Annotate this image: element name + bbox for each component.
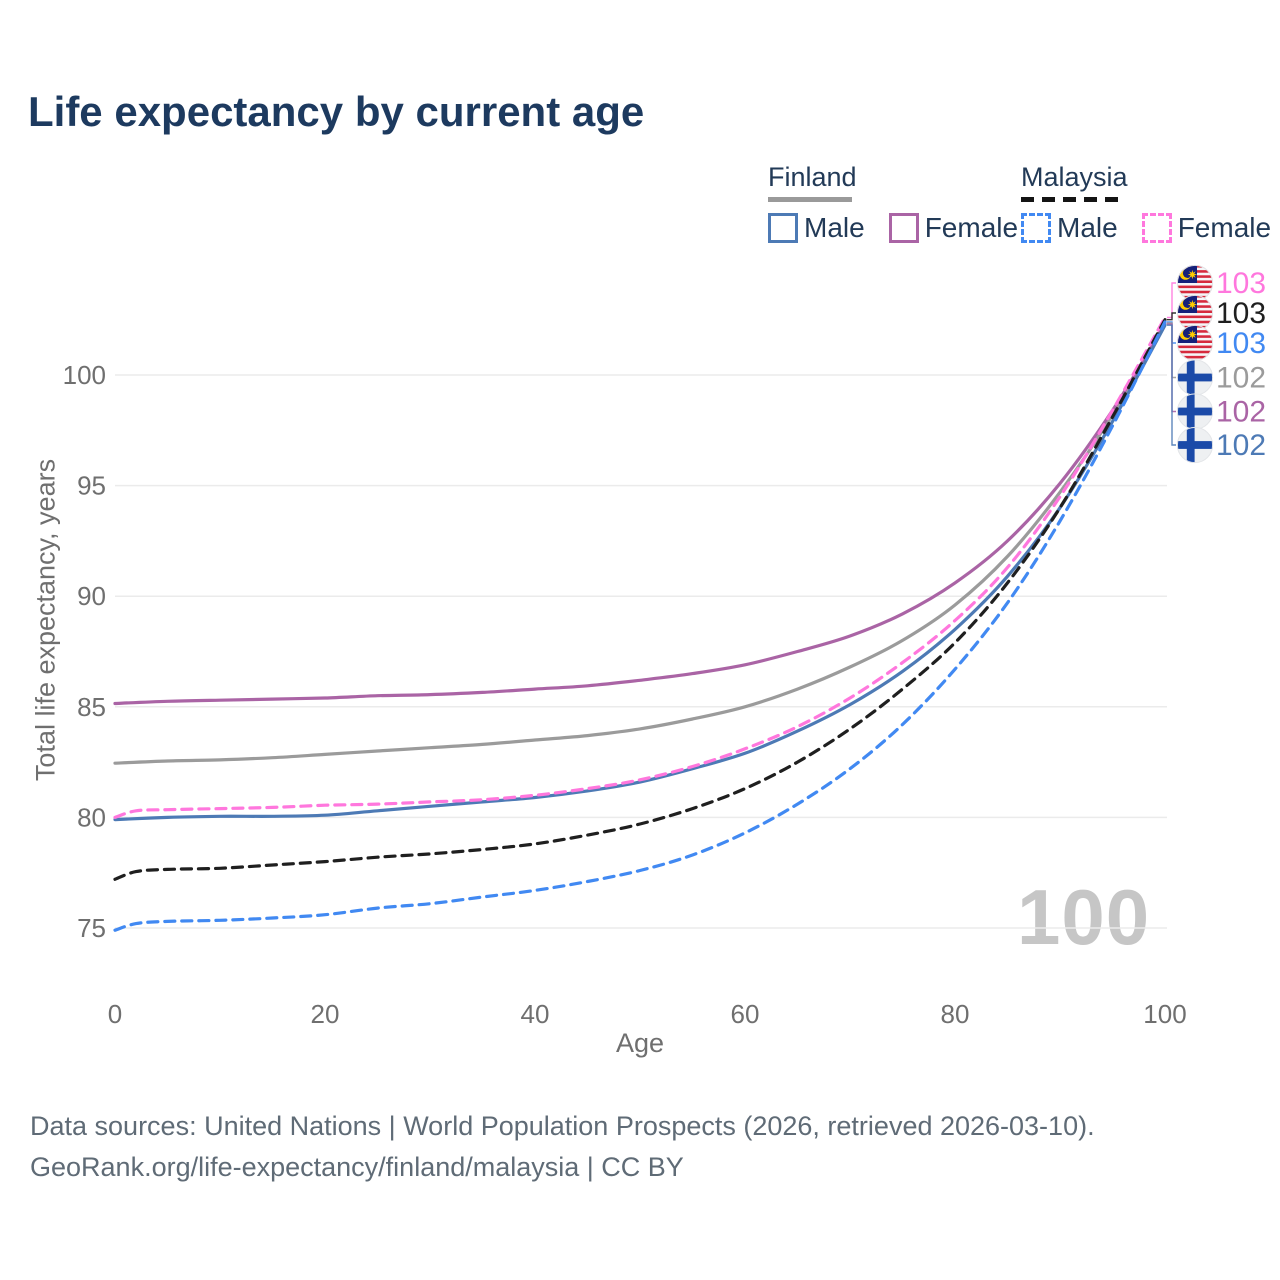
x-tick-label: 40: [521, 999, 550, 1029]
legend-label-malaysia-male: Male: [1057, 212, 1118, 243]
legend-group-malaysia: Malaysia Male Female: [1021, 162, 1271, 244]
malaysia-female-swatch-icon: [1141, 213, 1172, 243]
legend-item-malaysia-female[interactable]: Female: [1141, 212, 1272, 244]
malaysia-flag-icon: [1177, 295, 1213, 331]
legend-label-finland-male: Male: [804, 212, 865, 243]
legend-row-malaysia: Male Female: [1021, 212, 1271, 244]
malaysia-male-swatch-icon: [1021, 213, 1051, 243]
finland-female-swatch-icon: [888, 213, 919, 243]
series-line-malaysia-female: [113, 315, 1167, 819]
finland-solid-line-sample: [768, 197, 852, 202]
legend-label-malaysia-female: Female: [1177, 212, 1272, 243]
end-value-label-malaysia-male: 103: [1216, 327, 1266, 360]
leader-line-malaysia-female: [1167, 282, 1176, 319]
legend-item-malaysia-male[interactable]: Male: [1021, 212, 1118, 244]
finland-flag-icon: [1177, 393, 1213, 430]
finland-flag-icon: [1177, 359, 1213, 396]
end-value-label-finland-total: 102: [1216, 362, 1266, 395]
series-line-finland-total: [113, 321, 1167, 765]
end-value-label-finland-male: 102: [1216, 429, 1266, 462]
x-tick-label: 0: [108, 999, 122, 1029]
legend-country-finland: Finland: [768, 162, 857, 192]
attribution-text: GeoRank.org/life-expectancy/finland/mala…: [30, 1152, 684, 1182]
page-title: Life expectancy by current age: [28, 88, 645, 135]
y-tick-label: 75: [77, 913, 106, 943]
malaysia-flag-icon: [1177, 325, 1213, 361]
legend-country-malaysia: Malaysia: [1021, 162, 1128, 192]
series-line-malaysia-total: [113, 318, 1167, 881]
x-tick-label: 80: [941, 999, 970, 1029]
legend-label-finland-female: Female: [924, 212, 1019, 243]
y-tick-label: 95: [77, 471, 106, 501]
leader-line-finland-male: [1167, 324, 1176, 446]
x-axis-title: Age: [615, 1028, 665, 1058]
leader-line-malaysia-total: [1167, 312, 1176, 321]
y-tick-label: 90: [77, 581, 106, 611]
y-axis-title: Total life expectancy, years: [30, 458, 61, 782]
end-value-label-finland-female: 102: [1216, 396, 1266, 429]
finland-male-swatch-icon: [768, 213, 798, 243]
end-value-label-malaysia-female: 103: [1216, 267, 1266, 300]
x-tick-label: 20: [311, 999, 340, 1029]
legend-row-finland: Male Female: [768, 212, 1018, 244]
legend-item-finland-male[interactable]: Male: [768, 212, 865, 244]
finland-flag-icon: [1177, 427, 1213, 463]
x-tick-label: 60: [731, 999, 760, 1029]
flag-ring: [1176, 426, 1214, 464]
x-tick-label: 100: [1143, 999, 1186, 1029]
age-counter-watermark: 100: [1017, 873, 1151, 961]
series-line-malaysia-male: [113, 320, 1167, 932]
series-line-finland-female: [113, 322, 1167, 706]
malaysia-dashed-line-sample: [1021, 197, 1123, 202]
footer: Data sources: United Nations | World Pop…: [30, 1106, 1095, 1188]
legend-group-finland: Finland Male Female: [768, 162, 1018, 244]
legend-item-finland-female[interactable]: Female: [888, 212, 1019, 244]
data-sources-text: Data sources: United Nations | World Pop…: [30, 1111, 1095, 1141]
y-tick-label: 80: [77, 802, 106, 832]
y-tick-label: 100: [63, 360, 106, 390]
series-line-finland-male: [113, 323, 1167, 822]
y-tick-label: 85: [77, 692, 106, 722]
end-value-label-malaysia-total: 103: [1216, 297, 1266, 330]
